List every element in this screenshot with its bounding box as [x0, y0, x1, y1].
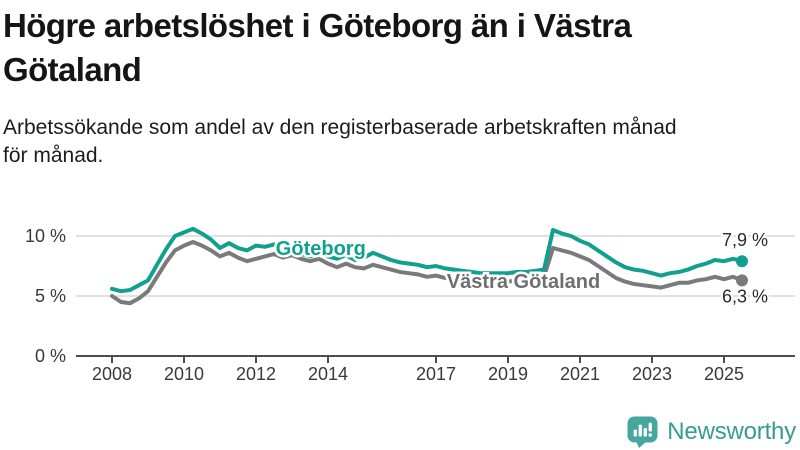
x-tick-label: 2023: [632, 364, 672, 384]
end-dot-v-stra-g-taland: [736, 274, 748, 287]
series-line-g-teborg: [110, 226, 744, 294]
subtitle-line-2: för månad.: [3, 144, 104, 167]
x-tick-label: 2010: [164, 364, 204, 384]
chart-area: 0 % 5 % 10 % 2008 2010 2012 2014 2017 2019 2021 20…: [0, 202, 800, 398]
x-tick-label: 2012: [236, 364, 276, 384]
newsworthy-brand-link[interactable]: Newsworthy: [626, 415, 796, 448]
newsworthy-logo-icon: [627, 416, 658, 448]
x-tick-label: 2021: [560, 364, 600, 384]
series-line-v-stra-g-taland: [110, 240, 744, 306]
end-value-label-g-teborg: 7,9 %: [722, 230, 768, 250]
x-tick-label: 2017: [416, 364, 456, 384]
title-line-2: Götaland: [3, 51, 142, 88]
unemployment-line-chart: 0 % 5 % 10 % 2008 2010 2012 2014 2017 2019 2021 20…: [25, 226, 795, 384]
series-label-v-stra-g-taland: Västra Götaland: [447, 271, 600, 293]
y-tick-label: 10 %: [25, 226, 66, 246]
y-tick-label: 5 %: [35, 286, 66, 306]
series-label-g-teborg: Göteborg: [276, 238, 366, 260]
end-dot-g-teborg: [736, 255, 748, 268]
title-line-1: Högre arbetslöshet i Göteborg än i Västr…: [3, 7, 632, 44]
end-value-label-v-stra-g-taland: 6,3 %: [722, 286, 768, 306]
brand-name: Newsworthy: [667, 417, 796, 445]
page-title: Högre arbetslöshet i Göteborg än i Västr…: [3, 4, 797, 92]
x-tick-label: 2008: [92, 364, 132, 384]
subtitle-line-1: Arbetssökande som andel av den registerb…: [3, 116, 677, 139]
x-tick-label: 2019: [488, 364, 528, 384]
chart-subtitle: Arbetssökande som andel av den registerb…: [3, 114, 797, 170]
y-tick-label: 0 %: [35, 346, 66, 366]
x-tick-label: 2025: [704, 364, 744, 384]
x-tick-label: 2014: [308, 364, 348, 384]
